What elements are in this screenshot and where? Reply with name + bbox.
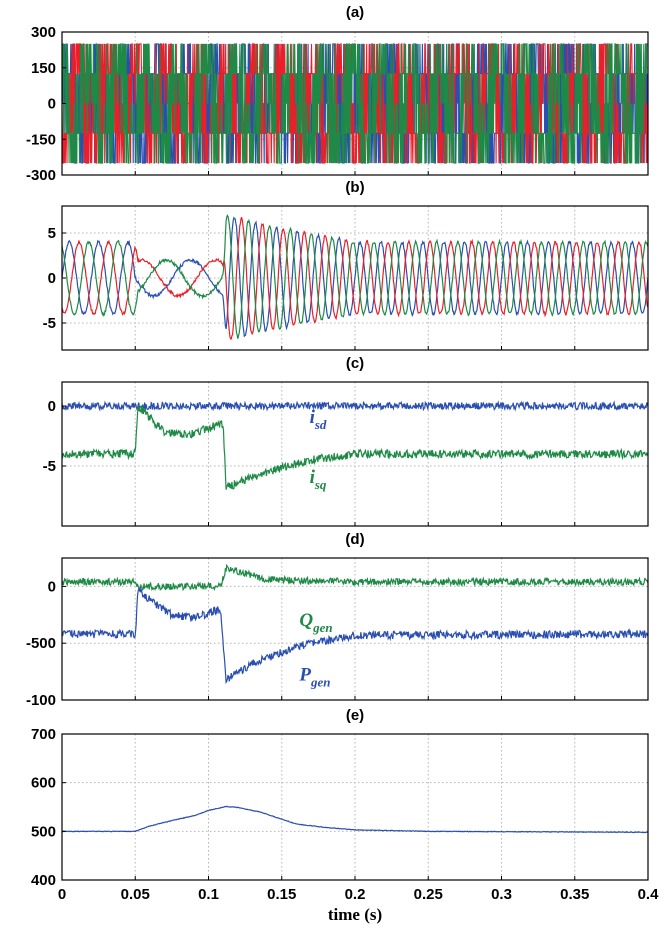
series-label-isq: isq (310, 467, 327, 492)
x-tick-label: 0.15 (267, 886, 296, 903)
y-tick-label: -300 (26, 167, 56, 184)
y-tick-label: 600 (31, 775, 56, 792)
y-tick-label: 0 (48, 398, 56, 415)
x-tick-label: 0.3 (491, 886, 512, 903)
series-line-isd (62, 400, 648, 412)
y-tick-label: 0 (48, 270, 56, 287)
y-tick-label: 0 (48, 578, 56, 595)
x-tick-label: 0.35 (560, 886, 589, 903)
y-tick-label: 5 (48, 225, 56, 242)
y-tick-label: -5 (43, 315, 56, 332)
series-line-Qgen (62, 563, 648, 592)
y-tick-label: -500 (26, 635, 56, 652)
series-label-Pgen: Pgen (298, 665, 330, 690)
x-tick-label: 0.2 (345, 886, 366, 903)
panel-title-c: (c) (346, 355, 364, 372)
y-tick-label: 150 (31, 60, 56, 77)
series-line-green (62, 214, 648, 339)
series-label-isd: isd (310, 407, 327, 432)
series-line-blue (62, 216, 648, 338)
y-tick-label: 300 (31, 24, 56, 41)
y-tick-label: 0 (48, 96, 56, 113)
x-axis-label: time (s) (328, 905, 382, 924)
y-tick-label: 500 (31, 823, 56, 840)
series-line-isq (62, 405, 648, 490)
x-tick-label: 0.1 (198, 886, 219, 903)
x-tick-label: 0.05 (121, 886, 150, 903)
series-line-green (62, 43, 648, 164)
series-line-Pgen (62, 587, 648, 684)
panel-title-e: (e) (346, 707, 364, 724)
series-line-red (62, 216, 648, 340)
y-tick-label: -100 (26, 692, 56, 709)
series-line-blue (62, 805, 648, 834)
y-tick-label: -5 (43, 458, 56, 475)
y-tick-label: 700 (31, 726, 56, 743)
x-tick-label: 0.25 (414, 886, 443, 903)
panel-title-d: (d) (345, 531, 364, 548)
series-label-Qgen: Qgen (299, 610, 332, 635)
panel-title-a: (a) (346, 4, 364, 21)
y-tick-label: 400 (31, 872, 56, 889)
x-tick-label: 0 (58, 886, 66, 903)
panel-title-b: (b) (345, 179, 364, 196)
x-tick-label: 0.4 (638, 886, 660, 903)
y-tick-label: -150 (26, 131, 56, 148)
